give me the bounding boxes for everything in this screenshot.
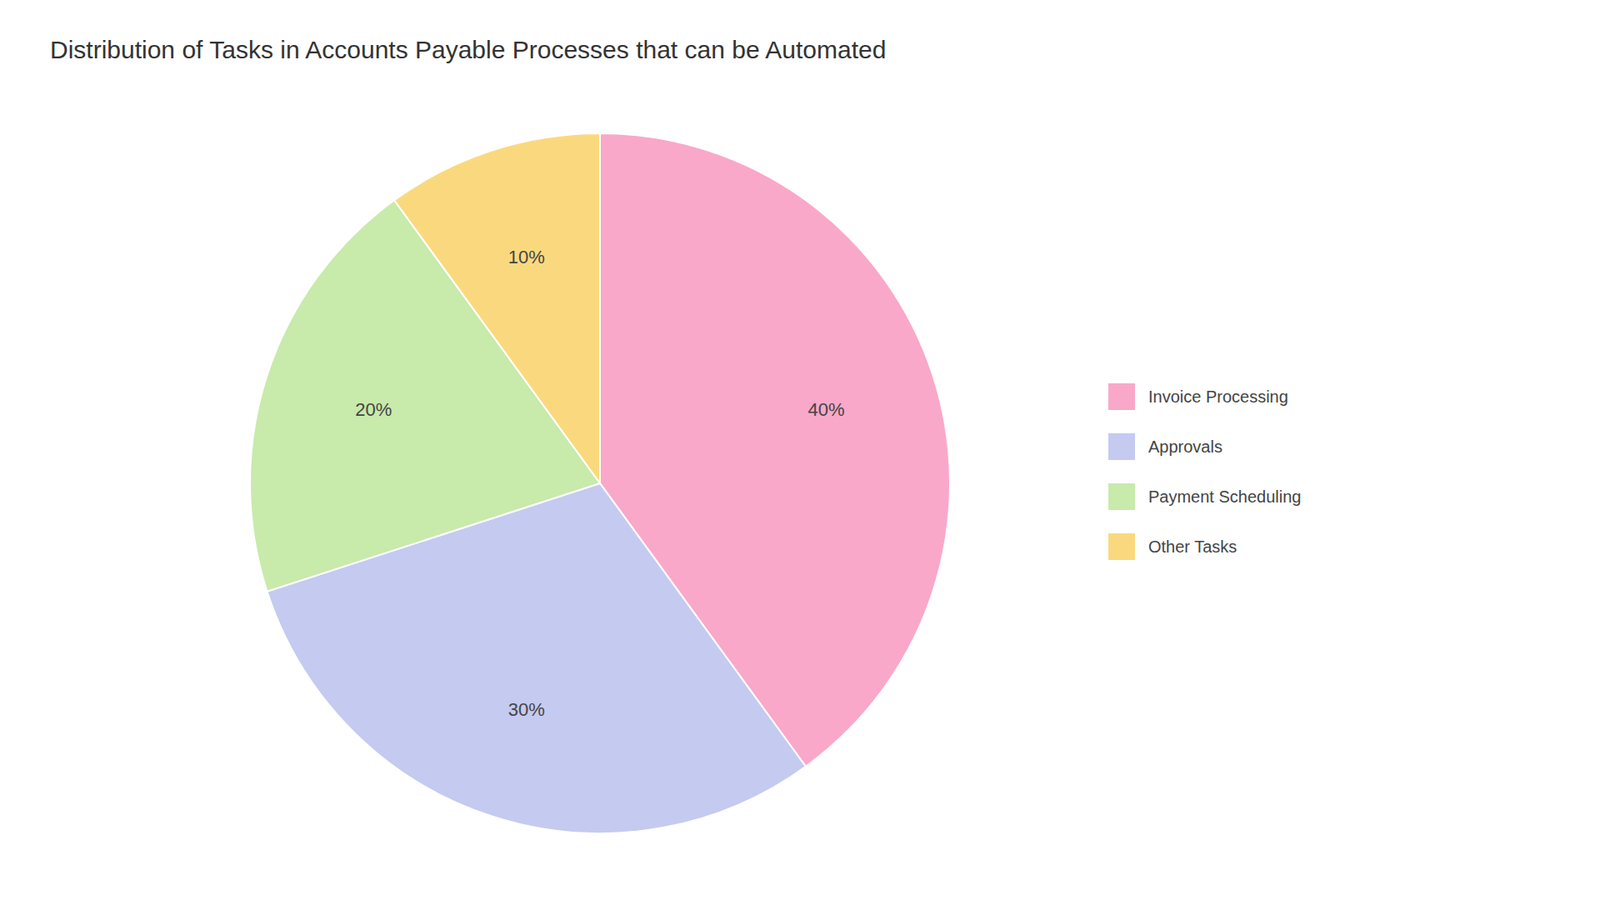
legend-swatch bbox=[1108, 383, 1135, 410]
data-label: 40% bbox=[808, 399, 845, 420]
pie-slice bbox=[394, 133, 600, 484]
legend-label: Invoice Processing bbox=[1148, 387, 1289, 406]
legend: Invoice Processing Approvals Payment Sched… bbox=[1108, 383, 1301, 560]
data-labels: 40% 30% 20% 10% bbox=[355, 246, 845, 720]
legend-item: Approvals bbox=[1108, 433, 1223, 460]
legend-item: Other Tasks bbox=[1108, 533, 1237, 560]
legend-label: Payment Scheduling bbox=[1148, 487, 1301, 506]
legend-label: Other Tasks bbox=[1148, 537, 1237, 556]
legend-swatch bbox=[1108, 533, 1135, 560]
legend-swatch bbox=[1108, 433, 1135, 460]
data-label: 30% bbox=[508, 699, 545, 720]
legend-swatch bbox=[1108, 483, 1135, 510]
chart-root: Distribution of Tasks in Accounts Payabl… bbox=[0, 0, 1600, 900]
chart-title: Distribution of Tasks in Accounts Payabl… bbox=[50, 35, 886, 64]
legend-item: Invoice Processing bbox=[1108, 383, 1289, 410]
data-label: 10% bbox=[508, 246, 545, 268]
data-label: 20% bbox=[355, 399, 392, 420]
pie bbox=[250, 133, 950, 834]
legend-item: Payment Scheduling bbox=[1108, 483, 1301, 510]
legend-label: Approvals bbox=[1148, 437, 1223, 456]
